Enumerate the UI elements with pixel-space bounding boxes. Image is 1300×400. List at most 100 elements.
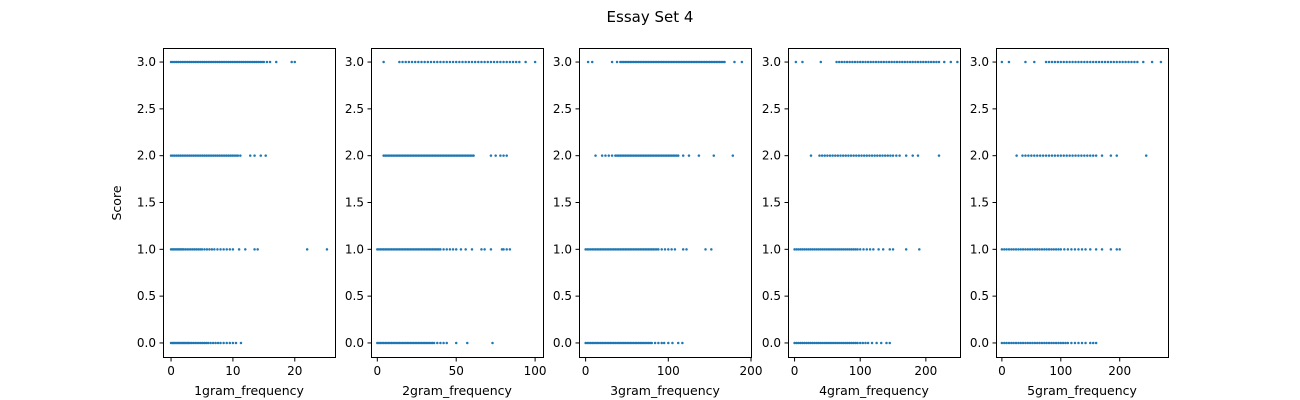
scatter-point xyxy=(872,248,875,251)
scatter-point xyxy=(848,341,851,345)
scatter-point xyxy=(1097,60,1101,64)
scatter-point xyxy=(1007,248,1011,251)
scatter-point xyxy=(210,248,214,251)
scatter-point xyxy=(681,154,685,157)
scatter-point xyxy=(914,60,917,64)
scatter-point xyxy=(1050,248,1053,251)
scatter-point xyxy=(256,248,259,251)
scatter-point xyxy=(225,60,228,64)
scatter-point xyxy=(188,341,191,345)
scatter-point xyxy=(1144,154,1148,157)
subplot-3: 0 100 200 0.0 0.5 1.0 1.5 2.0 2.5 3.0 3gram_freque… xyxy=(553,48,763,398)
scatter-point xyxy=(445,60,448,64)
scatter-point xyxy=(221,60,225,64)
scatter-point xyxy=(1080,248,1084,251)
scatter-point xyxy=(685,248,688,251)
y-tick-label: 1.0 xyxy=(970,242,989,256)
scatter-point xyxy=(660,248,663,251)
scatter-point xyxy=(845,60,849,64)
scatter-point xyxy=(676,341,680,345)
scatter-point xyxy=(184,248,187,251)
scatter-point xyxy=(210,60,214,64)
scatter-point xyxy=(260,60,264,64)
scatter-point xyxy=(258,60,262,64)
scatter-point xyxy=(1014,341,1018,345)
scatter-point xyxy=(1045,248,1048,251)
scatter-point xyxy=(852,154,855,157)
scatter-point xyxy=(426,60,430,64)
scatter-point xyxy=(1017,248,1020,251)
scatter-point xyxy=(886,154,890,157)
scatter-point xyxy=(799,248,802,251)
scatter-point xyxy=(856,60,859,64)
scatter-point xyxy=(823,154,827,157)
scatter-point xyxy=(290,60,293,64)
scatter-point xyxy=(1056,154,1060,157)
scatter-point xyxy=(824,248,828,251)
y-tick-label: 2.5 xyxy=(553,102,572,116)
y-tick-label: 2.0 xyxy=(762,149,781,163)
scatter-point xyxy=(173,60,177,64)
x-tick-label: 100 xyxy=(849,364,872,378)
scatter-point xyxy=(1091,60,1095,64)
scatter-point xyxy=(442,341,445,345)
scatter-point xyxy=(878,154,882,157)
scatter-point xyxy=(1021,248,1025,251)
scatter-point xyxy=(201,341,204,345)
scatter-point xyxy=(225,341,228,345)
scatter-point xyxy=(212,154,215,157)
scatter-point xyxy=(179,60,182,64)
scatter-point xyxy=(814,341,818,345)
y-tick-label: 2.5 xyxy=(970,102,989,116)
scatter-point xyxy=(1100,154,1104,157)
scatter-point xyxy=(1080,341,1084,345)
scatter-point xyxy=(1074,154,1077,157)
scatter-point xyxy=(1077,60,1080,64)
scatter-point xyxy=(937,60,941,64)
y-tick-label: 1.0 xyxy=(553,242,572,256)
scatter-point xyxy=(216,60,219,64)
scatter-point xyxy=(195,60,199,64)
scatter-point xyxy=(1044,60,1048,64)
scatter-point xyxy=(862,154,866,157)
scatter-point xyxy=(918,248,921,251)
scatter-point xyxy=(874,60,878,64)
scatter-point xyxy=(214,341,217,345)
scatter-point xyxy=(195,248,198,251)
scatter-point xyxy=(1064,341,1067,345)
scatter-point xyxy=(1035,154,1039,157)
scatter-point xyxy=(811,341,814,345)
scatter-point xyxy=(1019,248,1022,251)
scatter-point xyxy=(1033,60,1036,64)
scatter-points xyxy=(376,60,537,345)
scatter-point xyxy=(704,248,707,251)
scatter-point xyxy=(1054,248,1058,251)
scatter-point xyxy=(191,248,194,251)
x-axis-label: 1gram_frequency xyxy=(194,383,304,398)
scatter-point xyxy=(533,60,537,64)
scatter-point xyxy=(733,60,736,64)
scatter-point xyxy=(841,154,845,157)
scatter-point xyxy=(819,60,823,64)
scatter-point xyxy=(826,248,830,251)
y-tick-label: 0.5 xyxy=(970,289,989,303)
scatter-point xyxy=(650,341,654,345)
scatter-point xyxy=(657,248,660,251)
scatter-point xyxy=(851,60,854,64)
y-tick-label: 2.0 xyxy=(970,149,989,163)
scatter-point xyxy=(797,341,800,345)
x-tick-label: 0 xyxy=(373,364,381,378)
scatter-point xyxy=(1026,341,1030,345)
scatter-point xyxy=(826,154,829,157)
x-tick-label: 0 xyxy=(167,364,175,378)
scatter-point xyxy=(813,248,816,251)
scatter-point xyxy=(445,341,448,345)
x-tick-label: 200 xyxy=(740,364,763,378)
scatter-point xyxy=(236,60,240,64)
scatter-point xyxy=(208,154,212,157)
scatter-point xyxy=(237,248,241,251)
scatter-point xyxy=(1054,341,1058,345)
scatter-point xyxy=(454,341,458,345)
scatter-point xyxy=(1106,60,1110,64)
scatter-point xyxy=(1024,60,1027,64)
